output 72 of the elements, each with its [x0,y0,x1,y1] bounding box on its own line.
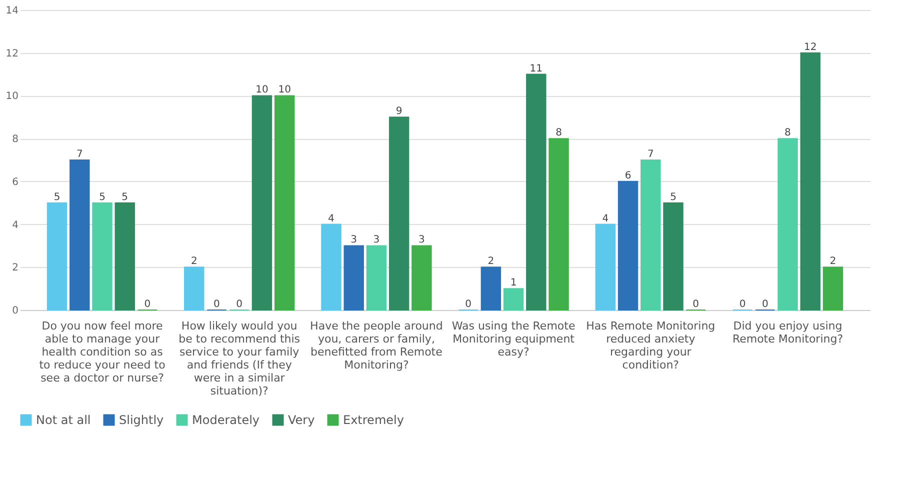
data-label: 5 [54,192,60,203]
bar [412,245,432,310]
data-label: 8 [556,128,562,139]
x-tick-label: Did you enjoy using Remote Monitoring? [732,320,844,346]
x-tick-label: Do you now feel more able to manage your health condition so as to reduce your need to see a doctor or nurse? [39,320,166,384]
data-label: 0 [762,299,768,310]
data-label: 0 [144,299,151,310]
bar [344,245,364,310]
data-label: 5 [122,192,128,203]
y-tick-label: 2 [12,262,18,274]
data-label: 0 [236,299,243,310]
bar [366,245,387,310]
data-label: 10 [278,84,291,96]
y-tick-label: 8 [12,134,18,146]
data-label: 0 [739,299,746,310]
bar [595,224,616,310]
bar [548,138,569,310]
bar [526,74,546,310]
data-label: 1 [510,278,517,289]
data-label: 3 [350,234,358,246]
data-label: 11 [530,63,543,74]
bar [778,138,798,310]
data-label: 7 [647,149,654,160]
data-label: 12 [804,42,817,53]
bar [274,95,295,310]
data-label: 3 [373,234,380,246]
bar [663,202,684,310]
x-tick-label: How likely would you be to recommend this service to your family and friends (If they were in a similar situation)? [178,320,300,398]
data-label: 8 [784,128,791,139]
bar [321,224,342,310]
bar [640,160,661,310]
data-label: 2 [190,256,198,268]
data-label: 3 [418,234,425,246]
bar [92,202,112,310]
bar [388,116,410,310]
data-label: 2 [488,256,494,268]
y-tick-label: 6 [12,176,18,188]
legend-label: Moderately [192,413,260,427]
y-tick-label: 10 [6,91,18,102]
bar [46,202,68,310]
data-label: 6 [624,170,632,182]
x-tick-label: Has Remote Monitoring reduced anxiety regarding your condition? [586,320,716,372]
data-label: 7 [76,149,83,160]
data-label: 2 [830,256,836,268]
y-tick-label: 4 [12,220,18,231]
data-label: 10 [256,84,268,96]
bar [70,160,90,310]
data-label: 0 [692,299,700,310]
bar [822,266,844,310]
bar [252,95,272,310]
x-tick-label: Was using the Remote Monitoring equipment easy? [452,320,576,358]
y-tick-label: 12 [6,48,18,60]
bar [480,266,502,310]
bar [503,288,524,310]
x-tick-label: Have the people around you, carers or family, benefitted from Remote Monitoring? [310,320,443,372]
bar [800,52,820,310]
y-tick-label: 0 [12,306,18,316]
bar [618,180,638,310]
data-label: 0 [214,299,220,310]
data-label: 4 [602,213,609,224]
legend-label: Slightly [119,413,164,427]
y-tick-label: 14 [6,6,18,16]
data-label: 0 [465,299,472,310]
legend-label: Very [288,413,315,427]
bar [184,266,204,310]
legend-label: Not at all [36,413,91,427]
legend-label: Extremely [343,413,404,427]
bar [114,202,135,310]
data-label: 4 [328,213,334,224]
data-label: 5 [670,192,676,203]
data-label: 9 [396,106,402,118]
data-label: 5 [99,192,106,203]
